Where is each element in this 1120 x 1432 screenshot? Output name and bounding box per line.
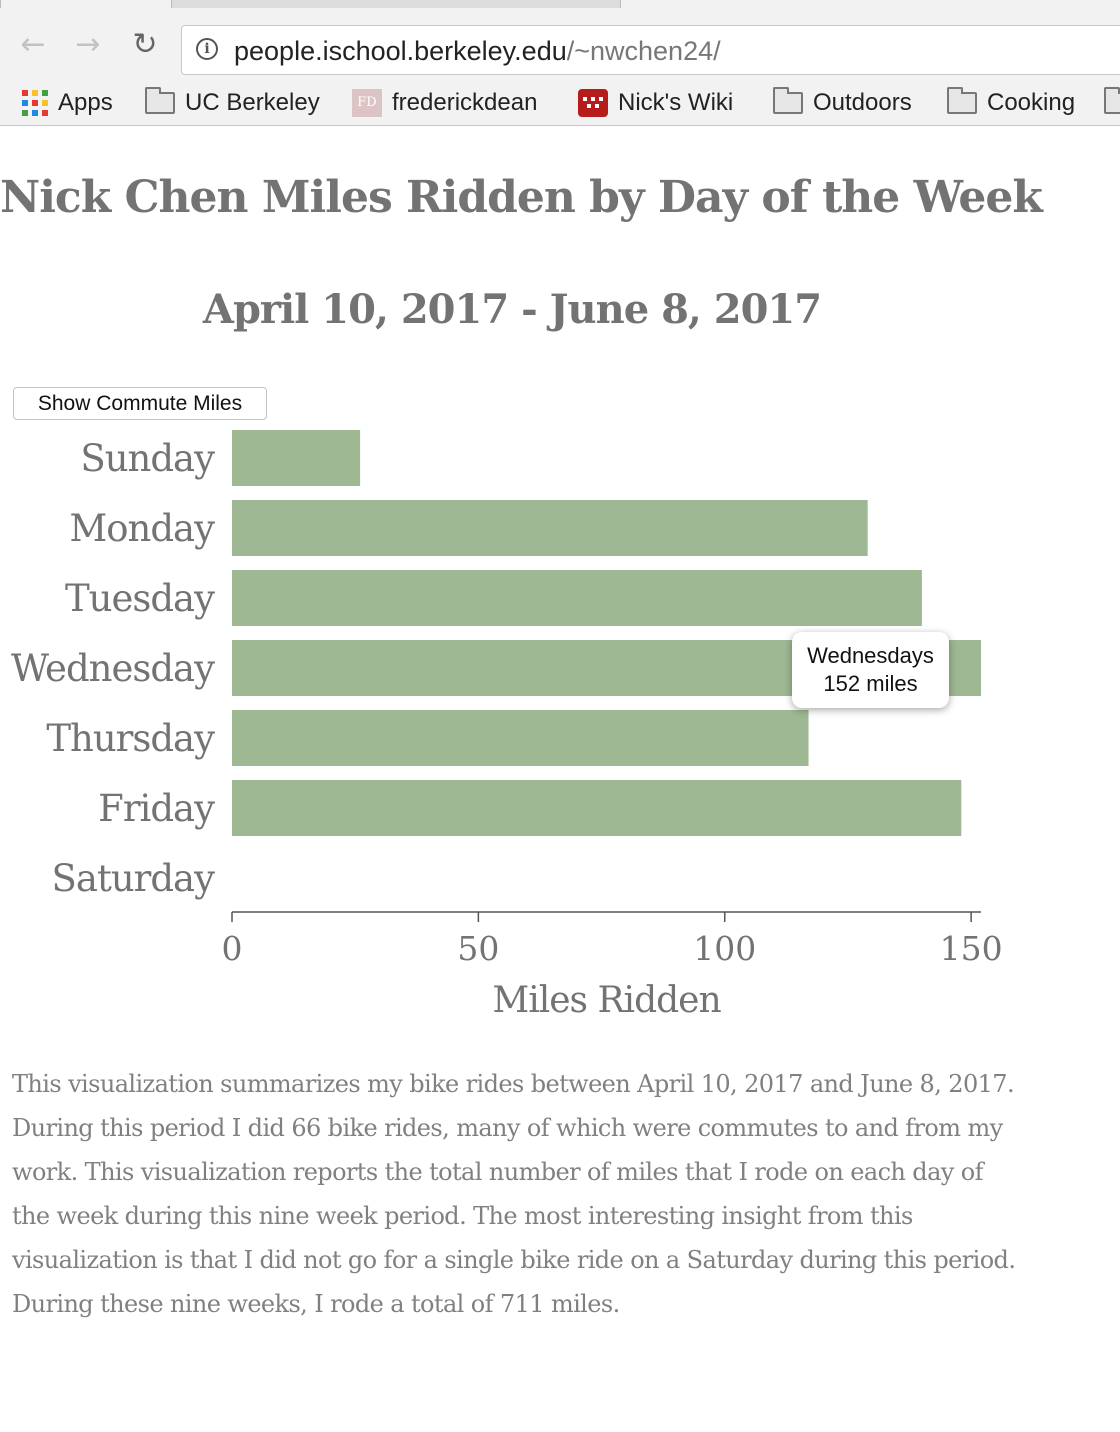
category-label-sunday: Sunday bbox=[80, 437, 215, 480]
category-label-monday: Monday bbox=[69, 507, 215, 550]
folder-icon bbox=[947, 87, 977, 114]
show-commute-miles-button[interactable]: Show Commute Miles bbox=[13, 387, 267, 420]
address-bar[interactable]: i people.ischool.berkeley.edu/~nwchen24/ bbox=[181, 25, 1120, 75]
browser-tab-right[interactable] bbox=[620, 0, 1120, 8]
forward-arrow-icon[interactable]: → bbox=[75, 27, 101, 62]
x-axis-label: Miles Ridden bbox=[492, 980, 721, 1020]
bar-monday[interactable] bbox=[232, 500, 868, 556]
back-arrow-icon[interactable]: ← bbox=[20, 27, 46, 62]
folder-icon bbox=[773, 87, 803, 114]
description-text: This visualization summarizes my bike ri… bbox=[12, 1070, 1016, 1318]
x-tick-label-100: 100 bbox=[693, 929, 756, 968]
x-tick-label-0: 0 bbox=[222, 929, 243, 968]
category-label-saturday: Saturday bbox=[52, 857, 216, 900]
bookmark-outdoors[interactable]: Outdoors bbox=[773, 86, 912, 120]
apps-grid-icon bbox=[22, 90, 48, 116]
bar-thursday[interactable] bbox=[232, 710, 809, 766]
x-tick-label-150: 150 bbox=[940, 929, 1003, 968]
bookmarks-bar: Apps UC Berkeley FD frederickdean Nick's… bbox=[0, 82, 1120, 126]
category-label-tuesday: Tuesday bbox=[65, 577, 215, 620]
bookmark-cooking[interactable]: Cooking bbox=[947, 86, 1075, 120]
tooltip-day: Wednesdays bbox=[807, 643, 934, 668]
page-title: Nick Chen Miles Ridden by Day of the Wee… bbox=[0, 172, 1043, 223]
folder-icon bbox=[1104, 87, 1120, 114]
bar-friday[interactable] bbox=[232, 780, 962, 836]
bar-chart: Sunday Monday Tuesday Wednesday Thursday Frid… bbox=[11, 430, 1003, 1020]
bookmark-uc-berkeley[interactable]: UC Berkeley bbox=[145, 86, 320, 120]
category-label-wednesday: Wednesday bbox=[11, 647, 215, 690]
tooltip-value: 152 miles bbox=[823, 671, 918, 696]
chart-tooltip: Wednesdays 152 miles bbox=[792, 632, 949, 708]
browser-toolbar: ← → ↻ i people.ischool.berkeley.edu/~nwc… bbox=[0, 8, 1120, 82]
category-label-thursday: Thursday bbox=[46, 717, 215, 760]
reload-icon[interactable]: ↻ bbox=[132, 27, 158, 62]
bookmark-apps[interactable]: Apps bbox=[22, 86, 113, 120]
url-text[interactable]: people.ischool.berkeley.edu/~nwchen24/ bbox=[234, 36, 721, 66]
bar-sunday[interactable] bbox=[232, 430, 361, 486]
folder-icon bbox=[145, 87, 175, 114]
wiki-favicon-icon bbox=[578, 89, 608, 117]
bookmark-overflow[interactable] bbox=[1104, 86, 1120, 120]
info-icon[interactable]: i bbox=[196, 38, 218, 60]
category-label-friday: Friday bbox=[98, 787, 215, 830]
fd-favicon-icon: FD bbox=[352, 89, 382, 117]
bar-tuesday[interactable] bbox=[232, 570, 922, 626]
bookmark-frederickdean[interactable]: FD frederickdean bbox=[352, 86, 537, 120]
browser-tab-left[interactable] bbox=[0, 0, 172, 8]
bookmark-nicks-wiki[interactable]: Nick's Wiki bbox=[578, 86, 733, 120]
page-subtitle: April 10, 2017 - June 8, 2017 bbox=[202, 286, 822, 333]
x-tick-label-50: 50 bbox=[457, 929, 499, 968]
tab-strip bbox=[0, 0, 1120, 8]
